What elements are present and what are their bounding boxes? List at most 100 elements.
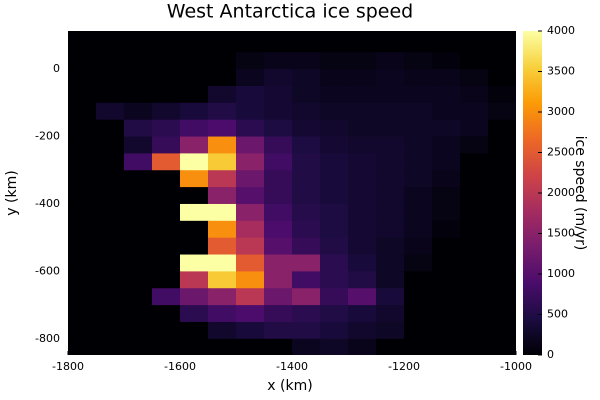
heatmap-cell: [208, 85, 237, 104]
heatmap-cell: [348, 69, 377, 87]
x-tick-label: -1200: [388, 360, 420, 373]
heatmap-cell: [124, 220, 153, 239]
heatmap-cell: [208, 119, 237, 138]
heatmap-cell: [348, 203, 377, 222]
heatmap-cell: [292, 321, 321, 340]
heatmap-cell: [208, 237, 237, 256]
heatmap-cell: [208, 153, 237, 171]
heatmap-cell: [124, 119, 153, 138]
heatmap-cell: [236, 220, 265, 239]
heatmap-cell: [404, 203, 433, 222]
heatmap-cell: [348, 35, 377, 53]
heatmap-cell: [460, 187, 489, 205]
heatmap-cell: [432, 237, 461, 256]
heatmap-cell: [292, 271, 321, 289]
heatmap-cell: [68, 305, 97, 323]
heatmap-cell: [432, 119, 461, 138]
heatmap-cell: [404, 237, 433, 256]
heatmap-cell: [124, 69, 153, 87]
heatmap-cell: [152, 271, 181, 289]
heatmap-cell: [488, 69, 516, 87]
heatmap-cell: [68, 237, 97, 256]
heatmap-cell: [292, 170, 321, 188]
heatmap-cell: [488, 170, 516, 188]
heatmap-cell: [180, 203, 209, 222]
heatmap-cell: [292, 254, 321, 272]
heatmap-cell: [432, 153, 461, 171]
heatmap-cell: [488, 52, 516, 70]
heatmap-cell: [432, 254, 461, 272]
heatmap-cell: [348, 271, 377, 289]
heatmap-cell: [264, 203, 293, 222]
heatmap-cell: [96, 153, 125, 171]
heatmap-cell: [236, 203, 265, 222]
heatmap-cell: [264, 220, 293, 239]
heatmap-cell: [432, 69, 461, 87]
heatmap-cell: [432, 305, 461, 323]
heatmap-cell: [320, 288, 349, 306]
heatmap-cell: [432, 85, 461, 104]
heatmap-cell: [124, 271, 153, 289]
heatmap-cell: [432, 321, 461, 340]
heatmap-cell: [376, 220, 405, 239]
heatmap-cell: [488, 35, 516, 53]
heatmap-cell: [292, 52, 321, 70]
heatmap-cell: [152, 187, 181, 205]
heatmap-cell: [292, 203, 321, 222]
heatmap-cell: [68, 119, 97, 138]
heatmap-cell: [68, 254, 97, 272]
heatmap-cell: [208, 305, 237, 323]
heatmap-cell: [292, 69, 321, 87]
heatmap-cell: [376, 338, 405, 355]
chart-title: West Antarctica ice speed: [167, 1, 413, 23]
heatmap-cell: [68, 288, 97, 306]
heatmap-cell: [292, 136, 321, 154]
heatmap-cell: [376, 102, 405, 121]
y-tick-label: 0: [53, 62, 60, 75]
heatmap-cell: [460, 85, 489, 104]
heatmap-cell: [236, 35, 265, 53]
y-axis-label: y (km): [4, 170, 20, 215]
heatmap-cell: [404, 305, 433, 323]
x-tick-label: -1000: [500, 360, 532, 373]
heatmap-cell: [180, 187, 209, 205]
x-tick-label: -1800: [52, 360, 84, 373]
heatmap-cell: [264, 85, 293, 104]
y-tick-label: -400: [35, 197, 60, 210]
heatmap-cell: [348, 254, 377, 272]
heatmap-cell: [432, 187, 461, 205]
heatmap-cell: [236, 52, 265, 70]
heatmap-cell: [376, 321, 405, 340]
heatmap-cell: [236, 102, 265, 121]
heatmap-cell: [236, 305, 265, 323]
heatmap-cell: [320, 153, 349, 171]
heatmap-cell: [264, 237, 293, 256]
heatmap-cell: [460, 119, 489, 138]
heatmap-cell: [96, 220, 125, 239]
heatmap-cell: [208, 288, 237, 306]
heatmap-cell: [96, 69, 125, 87]
heatmap-cell: [320, 69, 349, 87]
heatmap-cell: [404, 35, 433, 53]
heatmap-cell: [488, 288, 516, 306]
heatmap-cell: [376, 237, 405, 256]
heatmap-cell: [96, 35, 125, 53]
heatmap-cell: [320, 338, 349, 355]
heatmap-cell: [460, 321, 489, 340]
heatmap-cell: [236, 170, 265, 188]
heatmap-cell: [376, 305, 405, 323]
heatmap-cell: [96, 52, 125, 70]
heatmap-cell: [236, 237, 265, 256]
heatmap-cell: [124, 237, 153, 256]
heatmap-cell: [404, 338, 433, 355]
heatmap-cell: [124, 35, 153, 53]
heatmap-cell: [292, 305, 321, 323]
heatmap-cell: [208, 170, 237, 188]
heatmap-cell: [432, 35, 461, 53]
heatmap-cell: [404, 170, 433, 188]
heatmap-cell: [404, 187, 433, 205]
heatmap-cell: [264, 69, 293, 87]
heatmap-cell: [460, 136, 489, 154]
heatmap-cell: [152, 102, 181, 121]
